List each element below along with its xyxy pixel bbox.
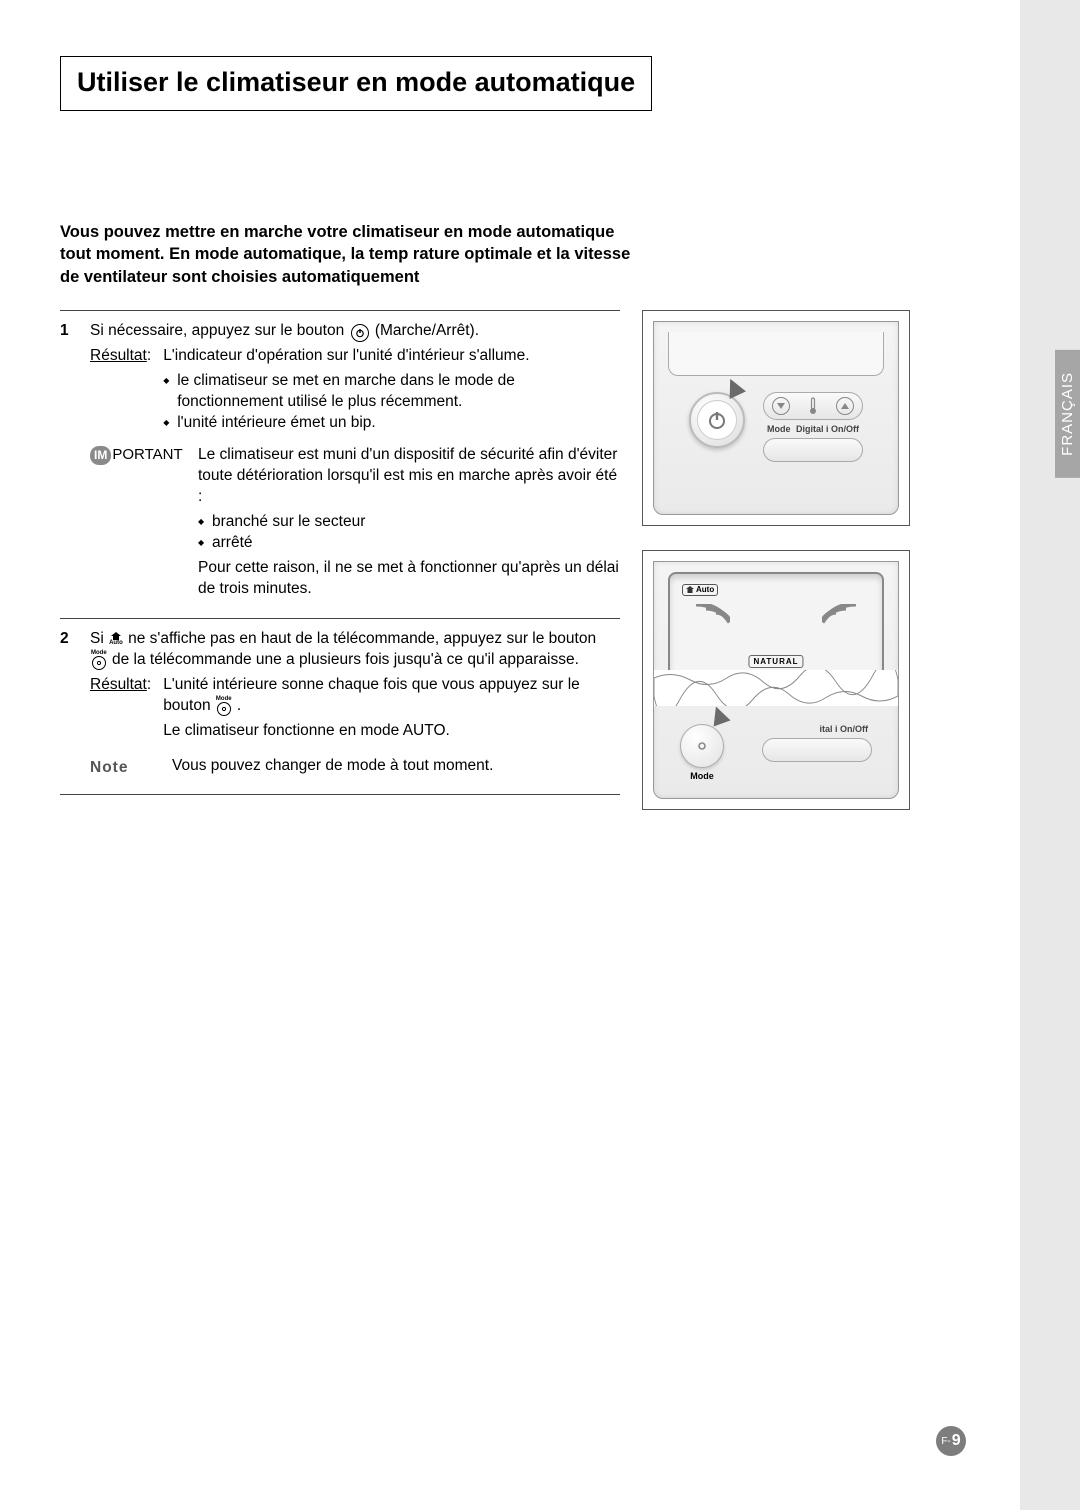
power-icon bbox=[351, 324, 369, 342]
page-number-badge: F-9 bbox=[936, 1426, 966, 1456]
remote-illustration-2: Auto NATURAL bbox=[642, 550, 910, 810]
result-body: L'unité intérieure sonne chaque fois que… bbox=[163, 675, 620, 746]
intro-line: tout moment. En mode automatique, la tem… bbox=[60, 245, 630, 263]
important-label: IMPORTANT bbox=[90, 445, 186, 603]
result-body: L'indicateur d'opération sur l'unité d'i… bbox=[163, 346, 620, 438]
result-bullet: le climatiseur se met en marche dans le … bbox=[163, 371, 620, 413]
result-label: Résultat: bbox=[90, 346, 151, 438]
step2-text: ne s'affiche pas en haut de la télécomma… bbox=[128, 630, 596, 647]
pointer-arrow-icon bbox=[707, 703, 730, 726]
result-line: L'indicateur d'opération sur l'unité d'i… bbox=[163, 346, 620, 367]
fan-left-icon bbox=[686, 604, 730, 624]
step-number: 2 bbox=[60, 629, 78, 781]
content-row: 1 Si nécessaire, appuyez sur le bouton (… bbox=[60, 310, 970, 834]
illustration-column: Mode Digital i On/Off Auto bbox=[642, 310, 910, 834]
power-button-icon bbox=[689, 392, 745, 448]
important-bullet: branché sur le secteur bbox=[198, 512, 620, 533]
step-1: 1 Si nécessaire, appuyez sur le bouton (… bbox=[60, 310, 620, 618]
page-number: 9 bbox=[952, 1432, 961, 1450]
thermometer-icon bbox=[807, 396, 819, 416]
digital-label-partial: ital i On/Off bbox=[820, 724, 869, 734]
page: Utiliser le climatiseur en mode automati… bbox=[0, 0, 1020, 1510]
auto-indicator-icon: Auto bbox=[682, 584, 718, 596]
remote-illustration-1: Mode Digital i On/Off bbox=[642, 310, 910, 526]
mode-inline-icon: Mode bbox=[216, 696, 232, 716]
torn-paper-icon bbox=[654, 670, 898, 706]
important-text: Le climatiseur est muni d'un dispositif … bbox=[198, 445, 620, 508]
step1-text: Si nécessaire, appuyez sur le bouton bbox=[90, 322, 349, 339]
step2-text: de la télécommande une a plusieurs fois … bbox=[112, 651, 579, 668]
page-title: Utiliser le climatiseur en mode automati… bbox=[77, 67, 635, 98]
important-after: Pour cette raison, il ne se met à foncti… bbox=[198, 558, 620, 600]
digital-label: Digital i On/Off bbox=[796, 424, 859, 434]
intro-line: de ventilateur sont choisies automatique… bbox=[60, 268, 419, 286]
long-button bbox=[763, 438, 863, 462]
title-box: Utiliser le climatiseur en mode automati… bbox=[60, 56, 652, 111]
intro-text: Vous pouvez mettre en marche votre clima… bbox=[60, 221, 970, 288]
intro-line: Vous pouvez mettre en marche votre clima… bbox=[60, 223, 614, 241]
remote-screen-slot bbox=[668, 332, 884, 376]
page-prefix: F- bbox=[941, 1436, 950, 1447]
fan-right-icon bbox=[822, 604, 866, 624]
language-tab: FRANÇAIS bbox=[1055, 350, 1080, 478]
steps-column: 1 Si nécessaire, appuyez sur le bouton (… bbox=[60, 310, 620, 834]
mode-button-icon bbox=[680, 724, 724, 768]
note-text: Vous pouvez changer de mode à tout momen… bbox=[172, 756, 620, 777]
temp-pill bbox=[763, 392, 863, 420]
temp-up-icon bbox=[836, 397, 854, 415]
mode-label: Mode bbox=[767, 424, 791, 434]
important-bullet: arrêté bbox=[198, 533, 620, 554]
note-label: Note bbox=[90, 756, 160, 781]
result-bullet: l'unité intérieure émet un bip. bbox=[163, 413, 620, 434]
temp-down-icon bbox=[772, 397, 790, 415]
step2-text: Si bbox=[90, 630, 108, 647]
long-button bbox=[762, 738, 872, 762]
result-label: Résultat: bbox=[90, 675, 151, 746]
result-line: Le climatiseur fonctionne en mode AUTO. bbox=[163, 721, 620, 742]
step-number: 1 bbox=[60, 321, 78, 438]
step-2: 2 Si Auto ne s'affiche pas en haut de la… bbox=[60, 618, 620, 796]
remote-lcd: Auto NATURAL bbox=[668, 572, 884, 680]
important-rest: PORTANT bbox=[112, 446, 182, 463]
important-badge-icon: IM bbox=[90, 446, 111, 464]
auto-inline-icon: Auto bbox=[109, 632, 123, 646]
mode-inline-icon: Mode bbox=[91, 650, 107, 670]
mode-label: Mode bbox=[680, 771, 724, 781]
natural-label: NATURAL bbox=[748, 655, 803, 668]
result-line: . bbox=[237, 697, 241, 714]
step1-text: (Marche/Arrêt). bbox=[375, 322, 479, 339]
